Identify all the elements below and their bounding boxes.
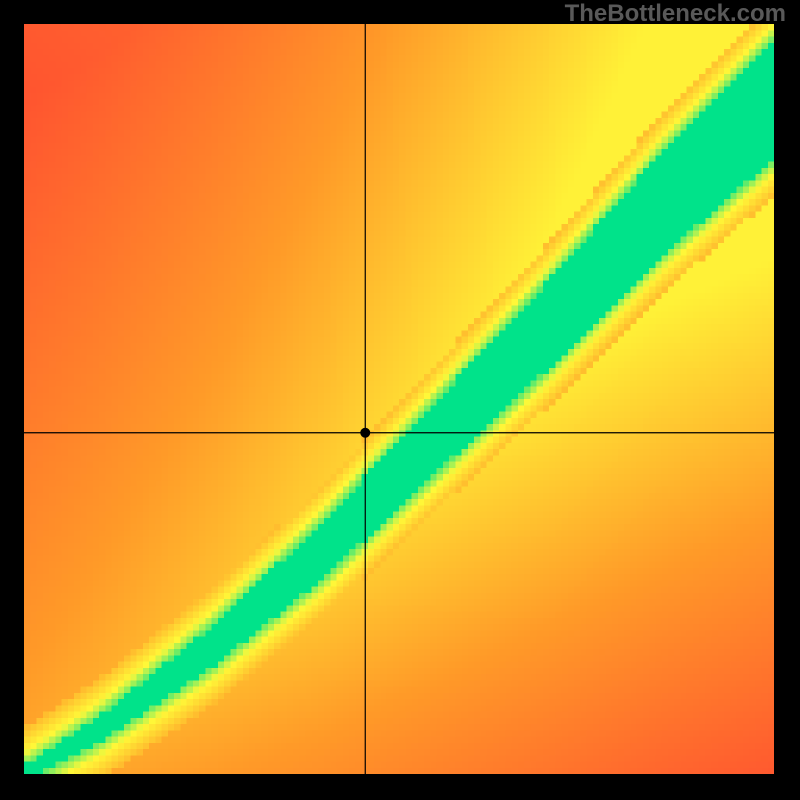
bottleneck-heatmap <box>24 24 774 774</box>
chart-container: TheBottleneck.com <box>0 0 800 800</box>
watermark-text: TheBottleneck.com <box>565 0 786 28</box>
